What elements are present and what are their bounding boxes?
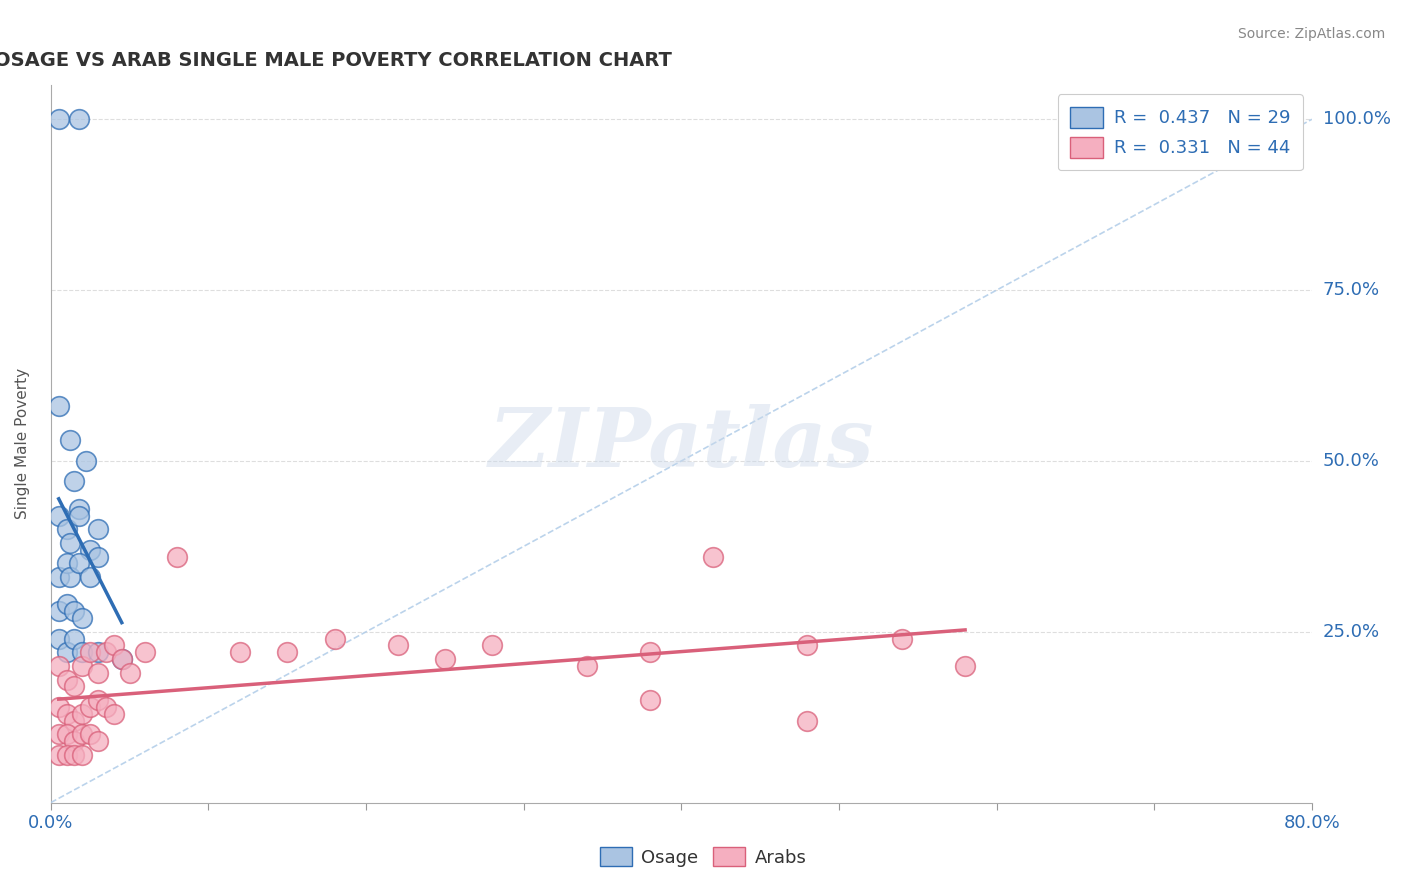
Point xyxy=(48,659,70,673)
Point xyxy=(72,706,94,721)
Point xyxy=(575,659,598,673)
Point xyxy=(103,639,125,653)
Point xyxy=(59,536,82,550)
Point xyxy=(48,112,70,127)
Point xyxy=(387,639,409,653)
Point xyxy=(103,706,125,721)
Point xyxy=(94,700,117,714)
Point xyxy=(55,706,77,721)
Point xyxy=(638,645,661,659)
Point xyxy=(638,693,661,707)
Point xyxy=(55,522,77,536)
Point xyxy=(79,727,101,741)
Point xyxy=(87,645,110,659)
Point xyxy=(481,639,503,653)
Point xyxy=(48,747,70,762)
Point xyxy=(55,673,77,687)
Point xyxy=(134,645,156,659)
Text: Source: ZipAtlas.com: Source: ZipAtlas.com xyxy=(1237,27,1385,41)
Point xyxy=(55,557,77,571)
Point xyxy=(63,604,86,618)
Point xyxy=(67,112,90,127)
Point xyxy=(79,700,101,714)
Point xyxy=(953,659,976,673)
Point xyxy=(796,714,818,728)
Point xyxy=(55,598,77,612)
Point xyxy=(67,508,90,523)
Point xyxy=(87,522,110,536)
Point xyxy=(72,611,94,625)
Point xyxy=(63,747,86,762)
Point xyxy=(229,645,252,659)
Point xyxy=(63,475,86,489)
Point xyxy=(59,570,82,584)
Point xyxy=(276,645,298,659)
Legend: Osage, Arabs: Osage, Arabs xyxy=(592,840,814,874)
Text: 25.0%: 25.0% xyxy=(1323,623,1381,640)
Point xyxy=(48,727,70,741)
Point xyxy=(72,727,94,741)
Point xyxy=(87,665,110,680)
Text: 75.0%: 75.0% xyxy=(1323,281,1381,299)
Point xyxy=(72,747,94,762)
Point xyxy=(94,645,117,659)
Point xyxy=(79,570,101,584)
Point xyxy=(59,434,82,448)
Point xyxy=(63,714,86,728)
Point xyxy=(796,639,818,653)
Point xyxy=(79,542,101,557)
Legend: R =  0.437   N = 29, R =  0.331   N = 44: R = 0.437 N = 29, R = 0.331 N = 44 xyxy=(1057,95,1303,170)
Point xyxy=(48,570,70,584)
Point xyxy=(55,747,77,762)
Point xyxy=(111,652,134,666)
Point xyxy=(111,652,134,666)
Point xyxy=(72,645,94,659)
Point xyxy=(118,665,141,680)
Text: 100.0%: 100.0% xyxy=(1323,111,1391,128)
Point xyxy=(75,454,97,468)
Point xyxy=(67,501,90,516)
Point xyxy=(166,549,188,564)
Point xyxy=(433,652,456,666)
Point xyxy=(79,645,101,659)
Point xyxy=(48,632,70,646)
Point xyxy=(48,700,70,714)
Y-axis label: Single Male Poverty: Single Male Poverty xyxy=(15,368,30,519)
Point xyxy=(55,645,77,659)
Point xyxy=(63,632,86,646)
Point xyxy=(891,632,914,646)
Point xyxy=(87,734,110,748)
Point xyxy=(323,632,346,646)
Text: ZIPatlas: ZIPatlas xyxy=(489,404,875,483)
Point xyxy=(48,604,70,618)
Text: OSAGE VS ARAB SINGLE MALE POVERTY CORRELATION CHART: OSAGE VS ARAB SINGLE MALE POVERTY CORREL… xyxy=(0,51,672,70)
Point xyxy=(87,549,110,564)
Point xyxy=(702,549,724,564)
Point xyxy=(63,734,86,748)
Point xyxy=(72,659,94,673)
Point xyxy=(48,508,70,523)
Point xyxy=(55,727,77,741)
Point xyxy=(63,680,86,694)
Point xyxy=(67,557,90,571)
Text: 50.0%: 50.0% xyxy=(1323,452,1379,470)
Point xyxy=(87,693,110,707)
Point xyxy=(48,399,70,413)
